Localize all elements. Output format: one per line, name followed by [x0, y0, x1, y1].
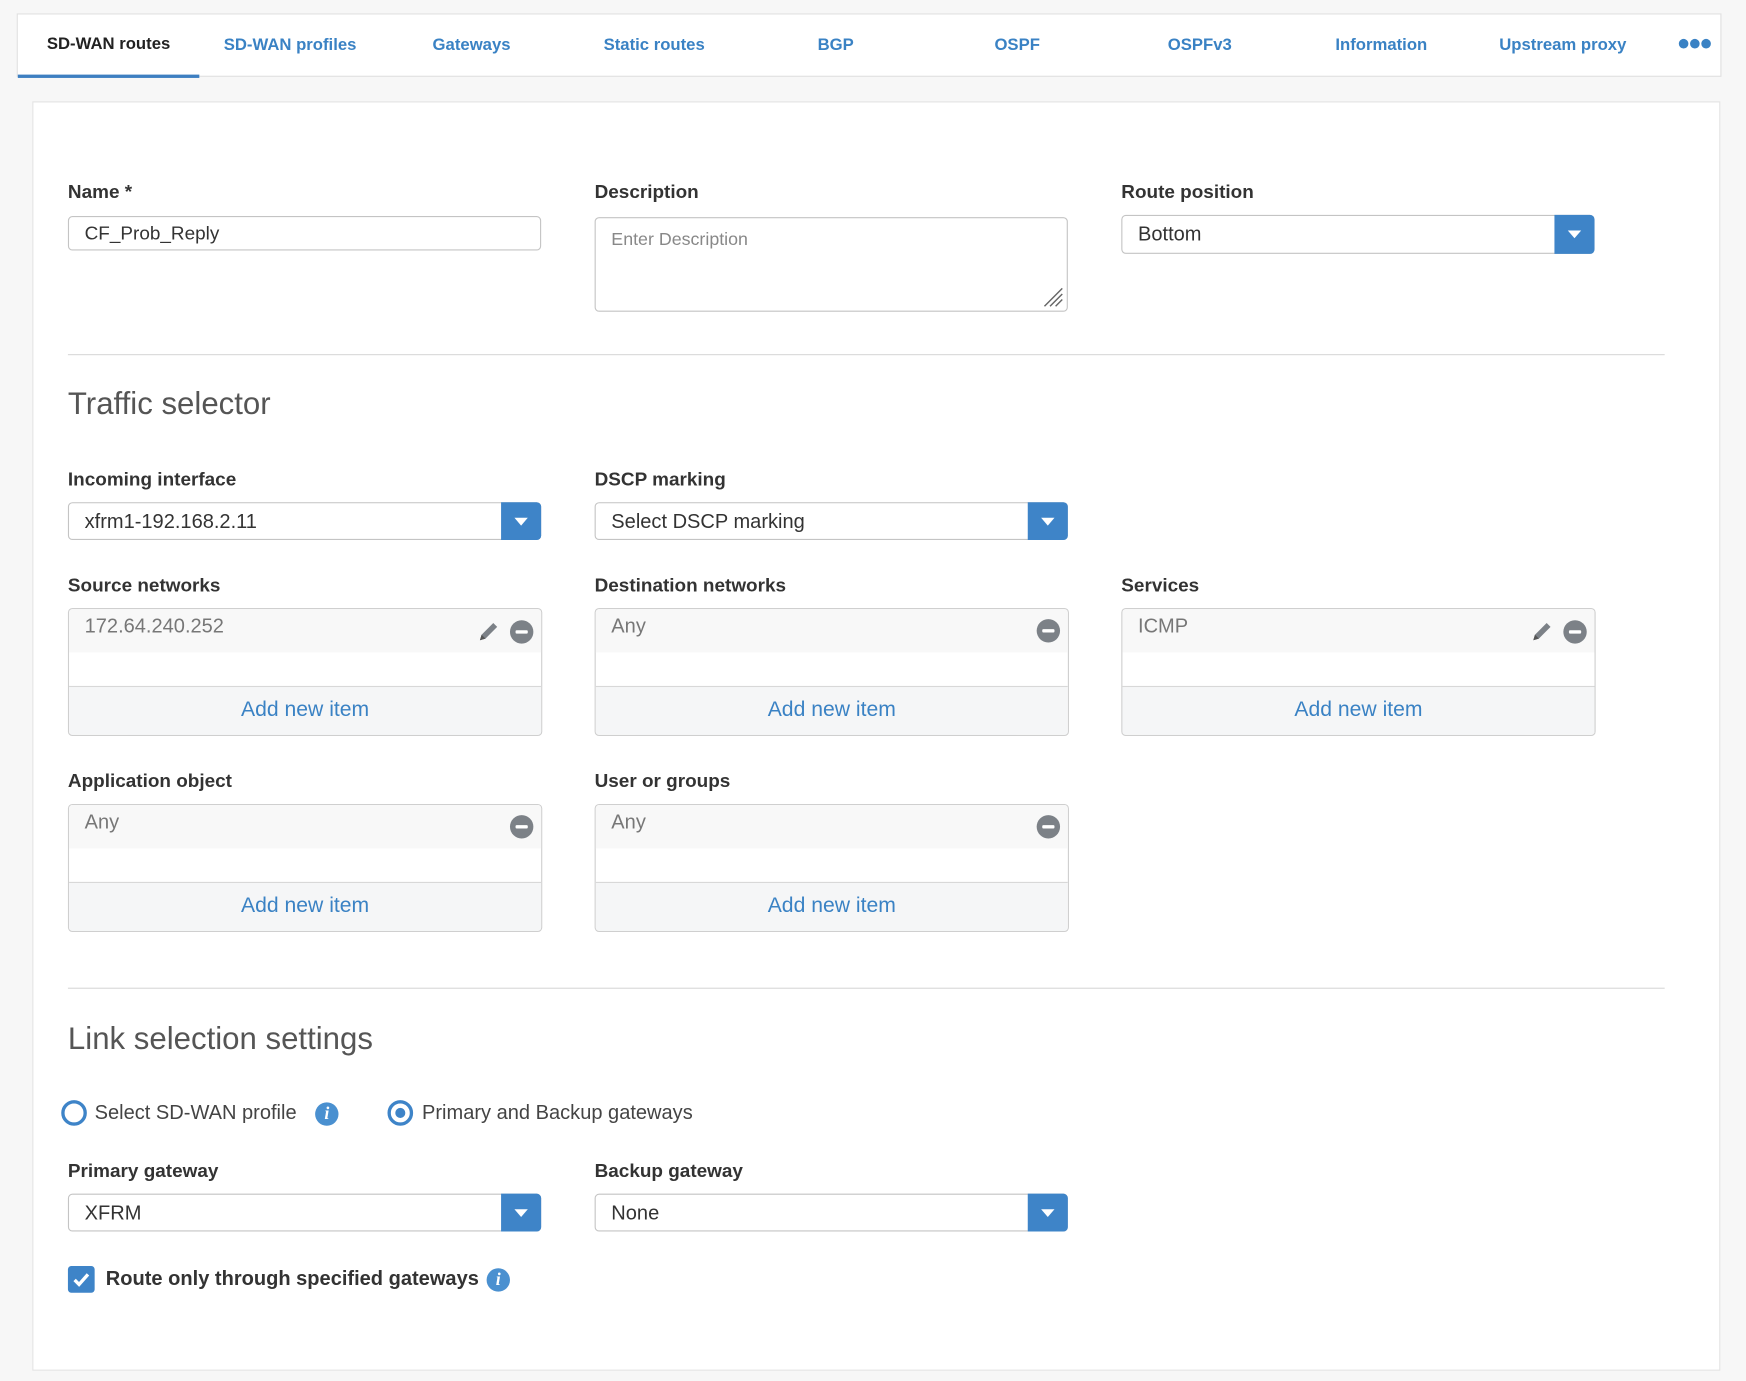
source-networks-label: Source networks	[67, 574, 221, 596]
tab-ospfv3[interactable]: OSPFv3	[1167, 35, 1232, 55]
route-position-label: Route position	[1121, 181, 1254, 203]
primary-gateway-select[interactable]: XFRM	[67, 1193, 542, 1232]
remove-icon[interactable]	[509, 815, 534, 839]
dscp-marking-label: DSCP marking	[594, 468, 726, 490]
add-new-item-button[interactable]: Add new item	[595, 881, 1068, 931]
list-item: Any	[69, 805, 542, 849]
tab-upstream-proxy[interactable]: Upstream proxy	[1499, 35, 1627, 55]
name-label: Name *	[67, 181, 133, 203]
route-only-label: Route only through specified gateways	[105, 1267, 479, 1290]
backup-gateway-value: None	[611, 1200, 660, 1224]
dscp-marking-select[interactable]: Select DSCP marking	[594, 502, 1068, 541]
source-networks-list: 172.64.240.252 Add new item	[67, 607, 543, 737]
primary-gateway-label: Primary gateway	[67, 1160, 219, 1182]
add-new-item-button[interactable]: Add new item	[69, 881, 542, 931]
services-label: Services	[1121, 574, 1200, 596]
resize-grip-icon[interactable]	[1041, 285, 1063, 307]
remove-icon[interactable]	[1036, 815, 1061, 839]
tab-ospf[interactable]: OSPF	[994, 35, 1040, 55]
chevron-down-icon[interactable]	[1027, 1193, 1068, 1232]
pencil-icon[interactable]	[477, 619, 501, 643]
application-object-label: Application object	[67, 770, 232, 792]
list-item-label: Any	[84, 810, 120, 833]
form-panel	[32, 101, 1721, 1371]
radio-primary-backup-gateways[interactable]	[387, 1100, 414, 1126]
user-or-groups-label: User or groups	[594, 770, 731, 792]
radio-label: Select SD-WAN profile	[94, 1101, 297, 1124]
user-or-groups-list: Any Add new item	[594, 803, 1069, 932]
info-icon[interactable]: i	[486, 1268, 510, 1292]
backup-gateway-select[interactable]: None	[594, 1193, 1068, 1232]
chevron-down-icon[interactable]	[1027, 502, 1068, 541]
list-item-label: Any	[611, 614, 646, 637]
services-list: ICMP Add new item	[1121, 607, 1596, 737]
list-item: Any	[595, 805, 1068, 849]
name-input[interactable]: CF_Prob_Reply	[67, 216, 542, 251]
remove-icon[interactable]	[509, 619, 534, 644]
list-item: 172.64.240.252	[69, 609, 542, 653]
list-item-label: Any	[611, 810, 646, 833]
primary-gateway-value: XFRM	[84, 1200, 142, 1224]
info-icon[interactable]: i	[315, 1102, 339, 1126]
destination-networks-label: Destination networks	[594, 574, 787, 596]
radio-label: Primary and Backup gateways	[422, 1101, 693, 1124]
route-position-value: Bottom	[1137, 222, 1202, 245]
list-item-label: 172.64.240.252	[84, 614, 224, 637]
divider	[67, 987, 1665, 989]
more-horizontal-icon[interactable]: ●●●	[1676, 31, 1713, 56]
application-object-list: Any Add new item	[67, 803, 543, 932]
radio-select-sd-wan-profile[interactable]	[61, 1100, 87, 1126]
chevron-down-icon[interactable]	[501, 1193, 542, 1232]
chevron-down-icon[interactable]	[1554, 214, 1595, 254]
description-placeholder: Enter Description	[611, 230, 748, 250]
route-only-checkbox[interactable]	[67, 1266, 95, 1293]
destination-networks-list: Any Add new item	[594, 607, 1069, 737]
traffic-selector-heading: Traffic selector	[67, 386, 271, 421]
tab-bar: SD-WAN routes SD-WAN profiles Gateways S…	[16, 13, 1722, 78]
pencil-icon[interactable]	[1530, 619, 1554, 643]
remove-icon[interactable]	[1036, 619, 1061, 643]
tab-static-routes[interactable]: Static routes	[603, 35, 705, 55]
link-selection-heading: Link selection settings	[67, 1021, 373, 1056]
incoming-interface-value: xfrm1-192.168.2.11	[84, 509, 257, 532]
add-new-item-button[interactable]: Add new item	[1122, 685, 1595, 735]
description-label: Description	[594, 181, 699, 203]
tab-bgp[interactable]: BGP	[817, 35, 854, 55]
incoming-interface-label: Incoming interface	[67, 468, 237, 490]
list-item: Any	[595, 609, 1068, 653]
dscp-marking-value: Select DSCP marking	[611, 509, 805, 532]
add-new-item-button[interactable]: Add new item	[69, 685, 542, 735]
tab-information[interactable]: Information	[1335, 35, 1428, 55]
divider	[67, 354, 1665, 356]
tab-sd-wan-routes[interactable]: SD-WAN routes	[17, 14, 200, 78]
tab-sd-wan-profiles[interactable]: SD-WAN profiles	[223, 35, 357, 55]
description-textarea[interactable]: Enter Description	[594, 217, 1068, 312]
checkmark-icon	[73, 1273, 90, 1287]
remove-icon[interactable]	[1563, 619, 1587, 644]
backup-gateway-label: Backup gateway	[594, 1160, 743, 1182]
tab-gateways[interactable]: Gateways	[432, 35, 511, 55]
route-position-select[interactable]: Bottom	[1121, 214, 1595, 254]
add-new-item-button[interactable]: Add new item	[595, 685, 1068, 735]
list-item: ICMP	[1122, 609, 1595, 653]
list-item-label: ICMP	[1137, 614, 1189, 637]
incoming-interface-select[interactable]: xfrm1-192.168.2.11	[67, 502, 542, 541]
chevron-down-icon[interactable]	[501, 502, 542, 541]
